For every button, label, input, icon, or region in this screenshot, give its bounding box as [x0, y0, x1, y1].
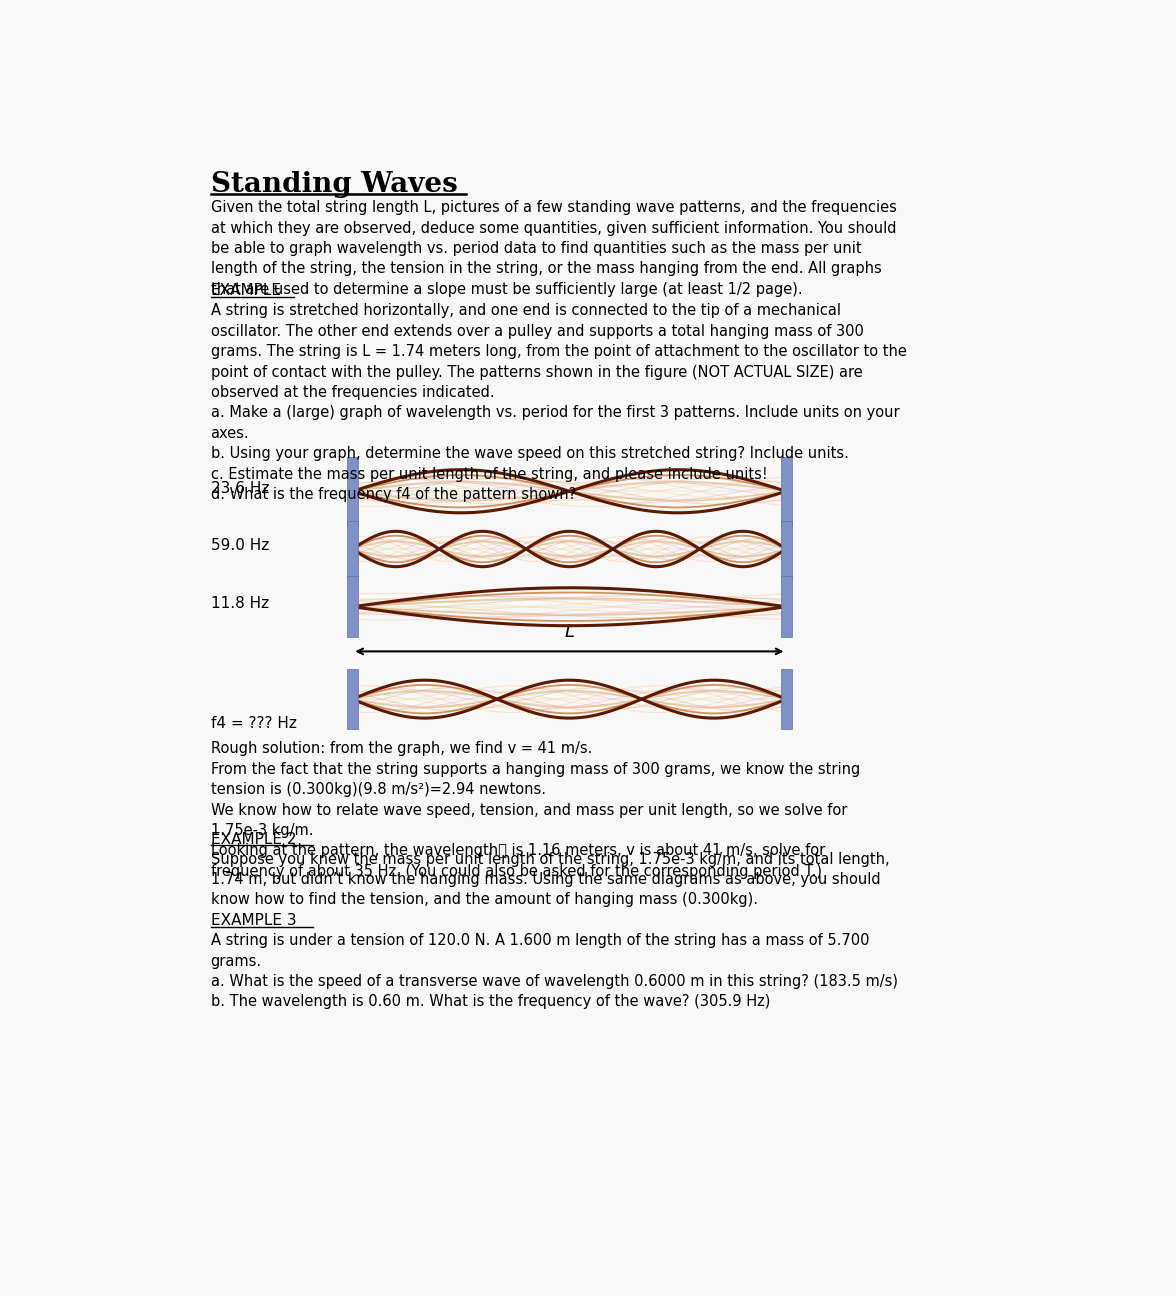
Bar	[781, 456, 791, 526]
Text: EXAMPLE: EXAMPLE	[211, 284, 281, 298]
Bar	[347, 456, 358, 526]
Bar	[781, 669, 791, 730]
Text: Given the total string length L, pictures of a few standing wave patterns, and t: Given the total string length L, picture…	[211, 200, 896, 297]
Bar	[781, 577, 791, 638]
Bar	[347, 577, 358, 638]
Text: Suppose you knew the mass per unit length of the string, 1.75e-3 kg/m, and its t: Suppose you knew the mass per unit lengt…	[211, 851, 889, 907]
Bar	[347, 669, 358, 730]
Text: EXAMPLE 2: EXAMPLE 2	[211, 832, 296, 846]
Text: EXAMPLE 3: EXAMPLE 3	[211, 914, 296, 928]
Text: L: L	[564, 623, 574, 642]
Text: A string is under a tension of 120.0 N. A 1.600 m length of the string has a mas: A string is under a tension of 120.0 N. …	[211, 933, 897, 1010]
Bar	[347, 521, 358, 577]
Bar	[781, 521, 791, 577]
Text: 59.0 Hz: 59.0 Hz	[211, 538, 269, 553]
Text: 23.6 Hz: 23.6 Hz	[211, 481, 269, 495]
Text: 11.8 Hz: 11.8 Hz	[211, 596, 268, 612]
Text: Standing Waves: Standing Waves	[211, 171, 457, 198]
Text: A string is stretched horizontally, and one end is connected to the tip of a mec: A string is stretched horizontally, and …	[211, 303, 907, 502]
Text: Rough solution: from the graph, we find v = 41 m/s.
From the fact that the strin: Rough solution: from the graph, we find …	[211, 741, 860, 879]
Text: f4 = ??? Hz: f4 = ??? Hz	[211, 717, 296, 731]
